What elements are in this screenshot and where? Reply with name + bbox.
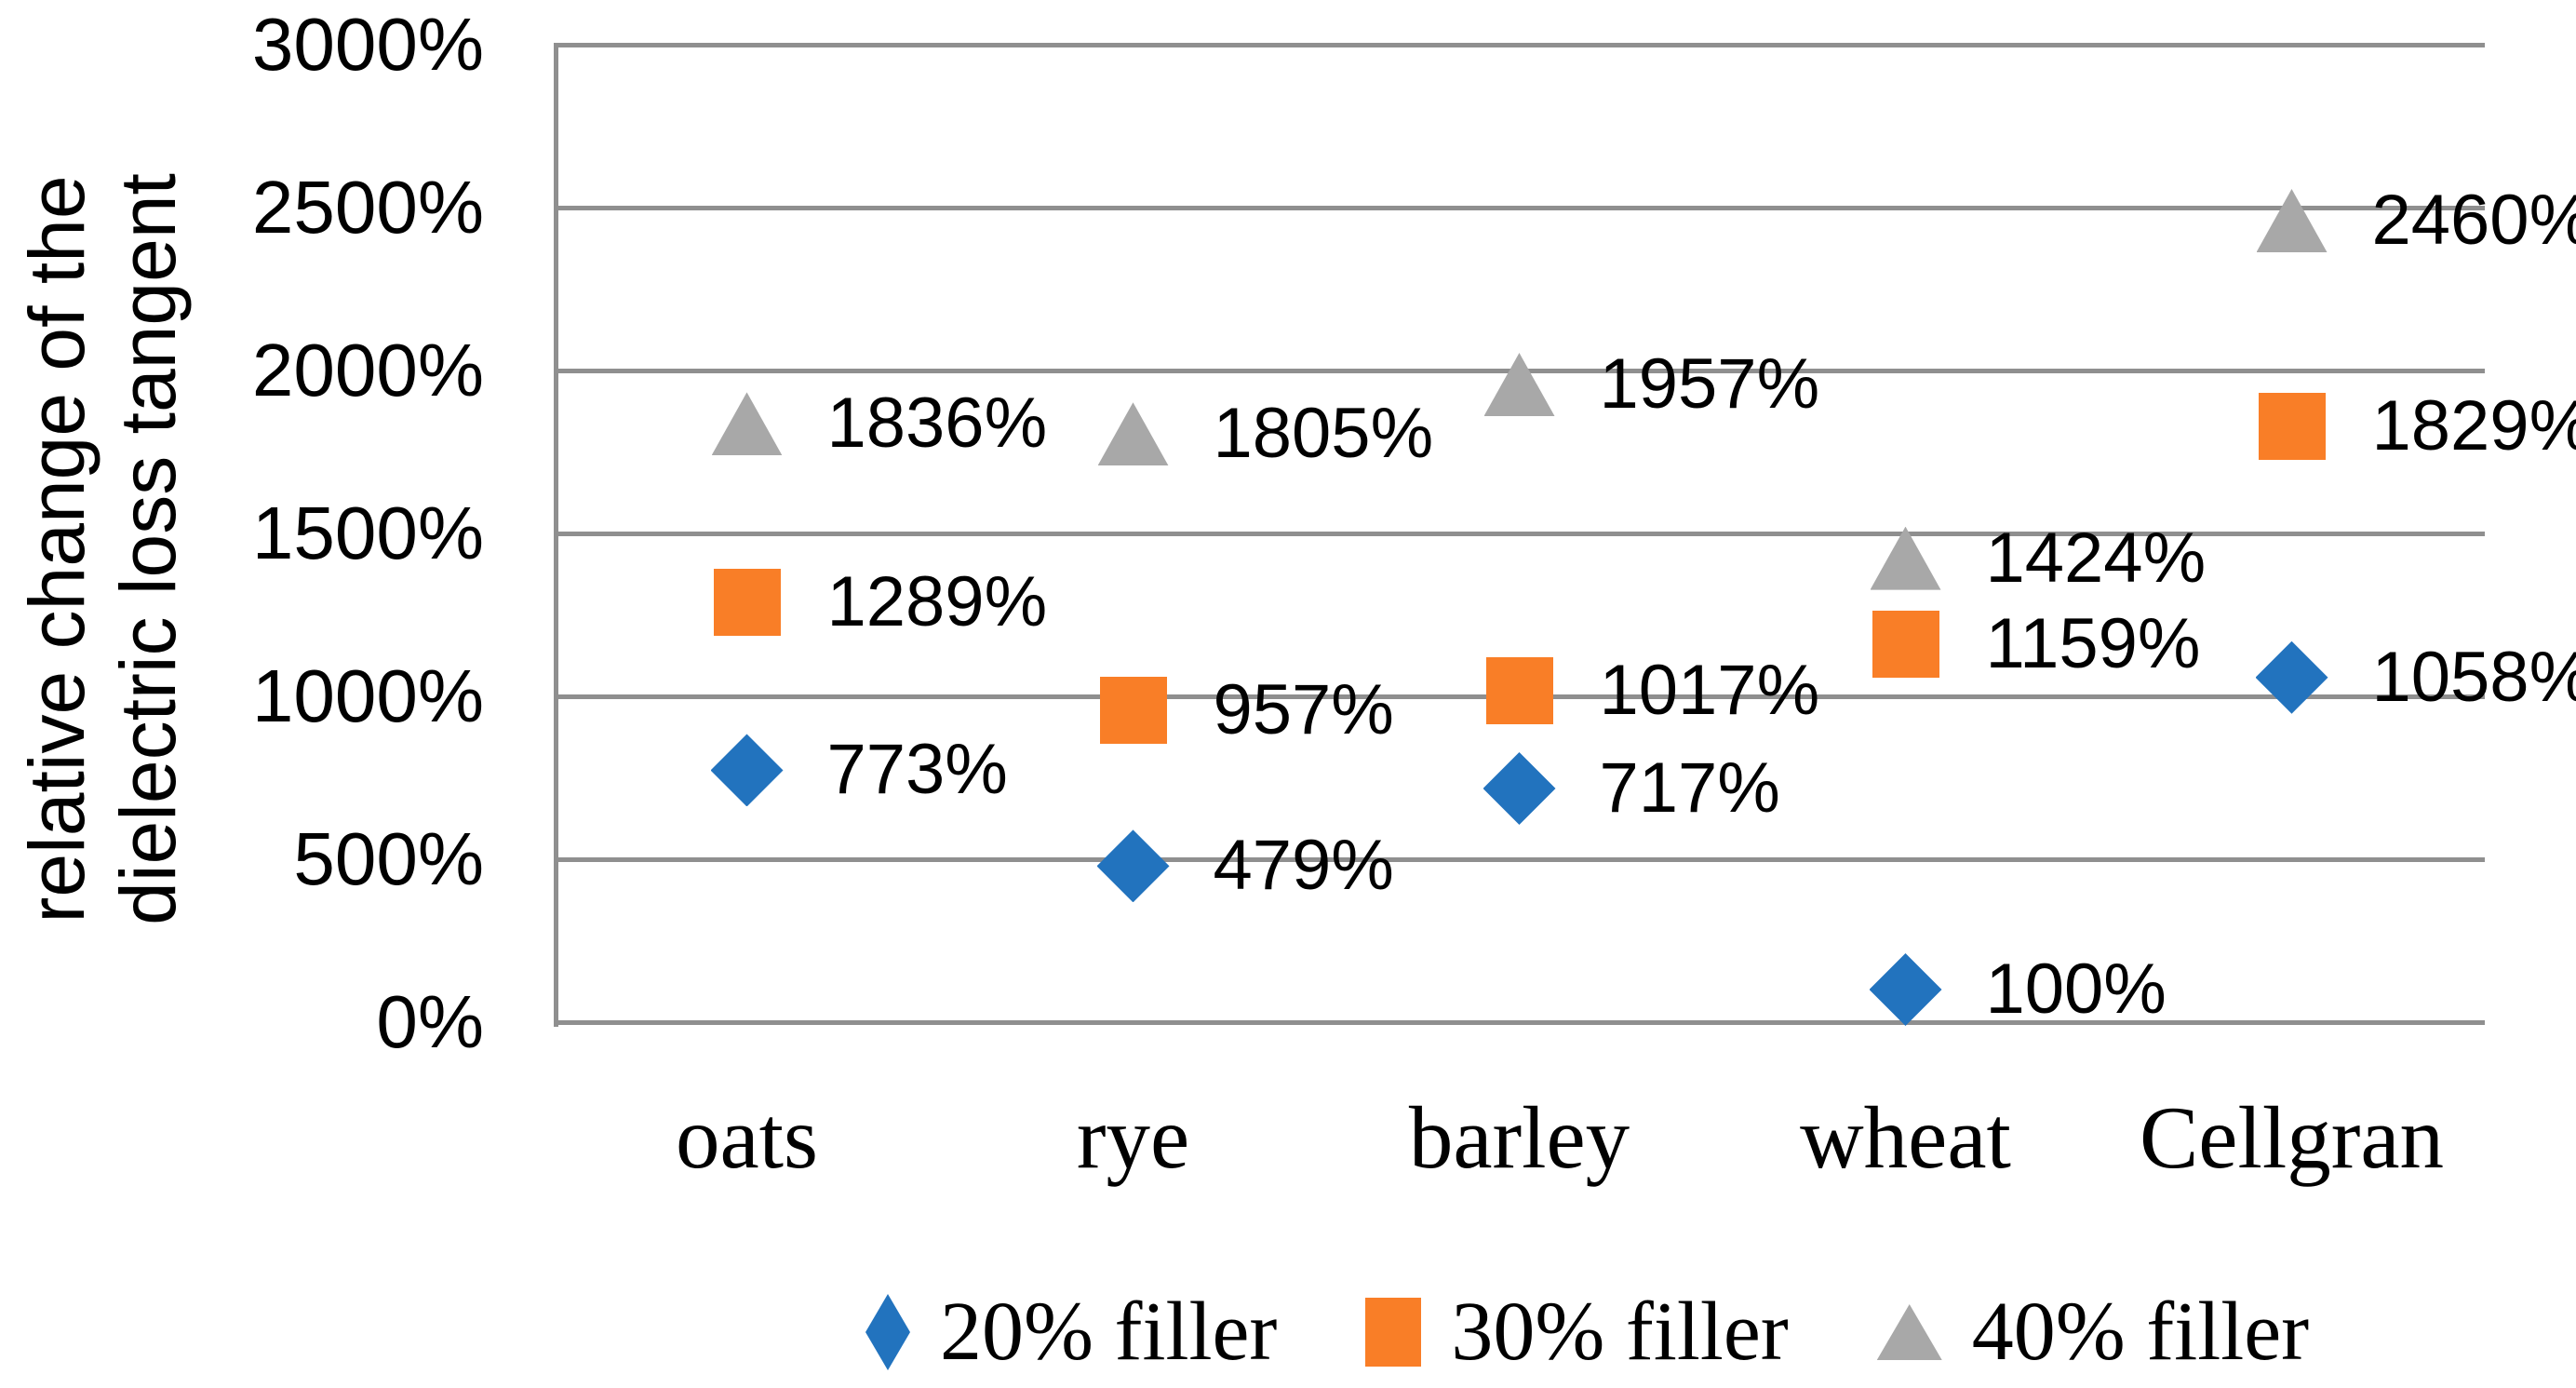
y-tick-label: 1500% [251,492,484,574]
legend-triangle-icon [1876,1304,1942,1360]
y-tick-label: 2500% [251,166,484,249]
legend-diamond-icon [865,1294,910,1370]
data-label: 1424% [1985,518,2207,598]
gridline [554,1020,2485,1025]
triangle-marker [2256,189,2328,252]
category-label: oats [675,1088,819,1187]
square-marker [713,568,781,636]
legend-square-icon [1365,1298,1422,1367]
triangle-marker [711,392,783,456]
category-label: barley [1408,1088,1630,1187]
y-axis-line [554,45,558,1027]
square-marker [1872,611,1939,679]
square-marker [1485,657,1553,725]
category-label: rye [1076,1088,1190,1187]
square-marker [1099,677,1167,745]
y-tick-label: 0% [376,980,484,1063]
category-label: Cellgran [2139,1088,2445,1187]
legend-label: 40% filler [1971,1286,2310,1378]
data-label: 773% [826,730,1008,810]
gridline [554,532,2485,536]
data-label: 1805% [1213,394,1434,474]
legend-label: 30% filler [1451,1286,1789,1378]
diamond-marker [2255,640,2328,714]
category-label: wheat [1800,1088,2011,1187]
data-label: 2460% [2371,181,2576,260]
legend-label: 20% filler [940,1286,1278,1378]
triangle-marker [1483,353,1555,417]
data-label: 957% [1213,670,1394,750]
data-label: 1058% [2371,637,2576,717]
data-label: 1829% [2371,385,2576,465]
diamond-marker [1869,953,1942,1026]
gridline [554,206,2485,210]
y-tick-label: 3000% [251,3,484,86]
data-label: 1836% [826,384,1048,464]
data-label: 717% [1599,748,1780,829]
data-label: 1289% [826,561,1048,641]
triangle-marker [1097,402,1169,466]
data-label: 1017% [1599,651,1820,731]
y-tick-label: 2000% [251,329,484,411]
y-tick-label: 500% [293,817,484,900]
y-tick-label: 1000% [251,654,484,737]
square-marker [2258,392,2326,460]
diamond-marker [1483,752,1556,826]
diamond-marker [1096,829,1170,903]
data-label: 1957% [1599,344,1820,424]
diamond-marker [710,734,784,807]
data-label: 100% [1985,950,2167,1029]
data-label: 1159% [1985,604,2201,684]
data-label: 479% [1213,826,1394,906]
legend-item: 20% filler [865,1280,1277,1384]
gridline [554,857,2485,862]
legend-item: 30% filler [1365,1280,1789,1384]
legend: 20% filler 30% filler 40% filler [865,1280,2309,1384]
legend-item: 40% filler [1876,1280,2310,1384]
gridline [554,43,2485,47]
